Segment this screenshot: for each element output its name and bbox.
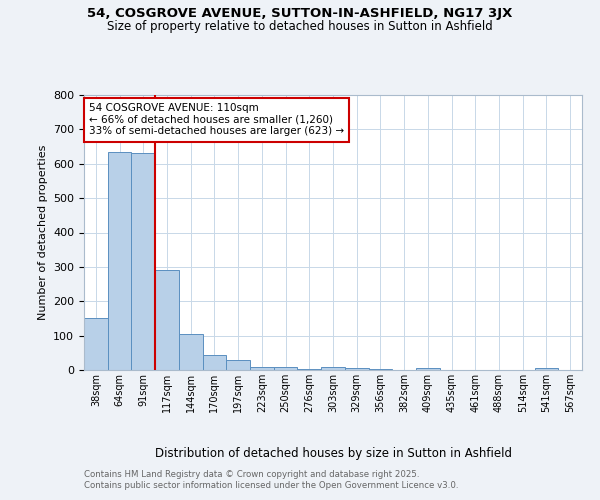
Text: Size of property relative to detached houses in Sutton in Ashfield: Size of property relative to detached ho…: [107, 20, 493, 33]
Bar: [250, 366, 274, 370]
Bar: [155, 270, 179, 370]
Text: 54, COSGROVE AVENUE, SUTTON-IN-ASHFIELD, NG17 3JX: 54, COSGROVE AVENUE, SUTTON-IN-ASHFIELD,…: [88, 8, 512, 20]
Bar: [345, 368, 368, 370]
Bar: [535, 368, 558, 370]
Bar: [298, 369, 321, 370]
Bar: [274, 366, 298, 370]
Text: 54 COSGROVE AVENUE: 110sqm
← 66% of detached houses are smaller (1,260)
33% of s: 54 COSGROVE AVENUE: 110sqm ← 66% of deta…: [89, 104, 344, 136]
Bar: [226, 360, 250, 370]
Bar: [108, 152, 131, 370]
Bar: [84, 318, 108, 370]
Bar: [416, 368, 440, 370]
Bar: [131, 154, 155, 370]
Bar: [368, 369, 392, 370]
Text: Distribution of detached houses by size in Sutton in Ashfield: Distribution of detached houses by size …: [155, 448, 512, 460]
Bar: [179, 334, 203, 370]
Bar: [321, 367, 345, 370]
Bar: [203, 354, 226, 370]
Text: Contains HM Land Registry data © Crown copyright and database right 2025.: Contains HM Land Registry data © Crown c…: [84, 470, 419, 479]
Text: Contains public sector information licensed under the Open Government Licence v3: Contains public sector information licen…: [84, 481, 458, 490]
Y-axis label: Number of detached properties: Number of detached properties: [38, 145, 47, 320]
